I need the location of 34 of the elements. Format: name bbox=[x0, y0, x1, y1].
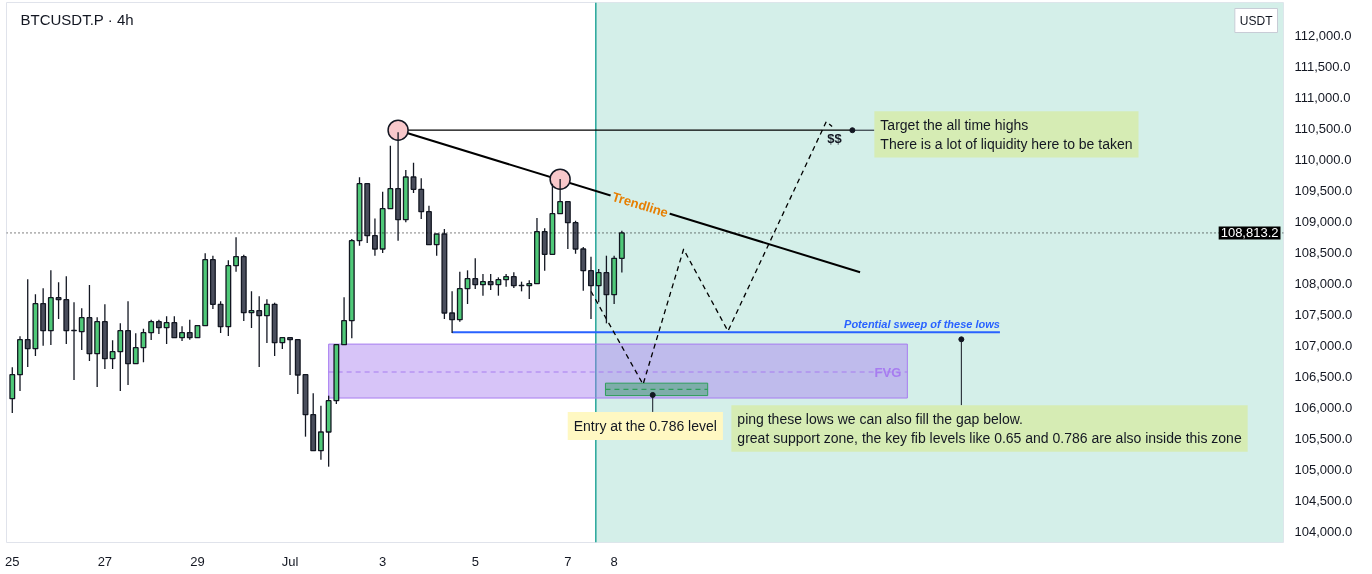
x-tick-label: 8 bbox=[610, 553, 618, 569]
y-axis-title: USDT bbox=[1239, 13, 1274, 28]
y-tick-label: 111,500.0 bbox=[1294, 58, 1351, 74]
annotation: $$ bbox=[827, 131, 843, 146]
y-tick-label: 108,000.0 bbox=[1294, 275, 1353, 291]
y-tick-label: 106,000.0 bbox=[1294, 399, 1353, 415]
y-tick-label: 107,000.0 bbox=[1294, 337, 1353, 353]
x-tick-label: Jul bbox=[281, 553, 299, 569]
x-tick-label: 7 bbox=[564, 553, 572, 569]
y-tick-label: 104,500.0 bbox=[1294, 492, 1353, 508]
y-tick-label: 110,500.0 bbox=[1294, 120, 1352, 136]
y-tick-label: 109,500.0 bbox=[1294, 182, 1353, 198]
y-tick-label: 105,000.0 bbox=[1294, 461, 1353, 477]
y-tick-label: 105,500.0 bbox=[1294, 430, 1353, 446]
x-tick-label: 25 bbox=[5, 553, 20, 569]
y-tick-label: 108,500.0 bbox=[1294, 244, 1353, 260]
y-tick-label: 110,000.0 bbox=[1294, 151, 1352, 167]
x-tick-label: 27 bbox=[97, 553, 113, 569]
series-label: Potential sweep of these lows bbox=[844, 318, 1000, 331]
annotation: Entry at the 0.786 level bbox=[573, 417, 717, 434]
y-tick-label: 106,500.0 bbox=[1294, 368, 1353, 384]
y-tick-label: 111,000.0 bbox=[1294, 89, 1351, 105]
x-tick-label: 29 bbox=[190, 553, 205, 569]
ref-line-label: 108,813.2 bbox=[1220, 225, 1279, 241]
y-tick-label: 107,500.0 bbox=[1294, 306, 1353, 322]
y-tick-label: 104,000.0 bbox=[1294, 523, 1353, 539]
x-tick-label: 3 bbox=[379, 553, 387, 569]
y-tick-label: 109,000.0 bbox=[1294, 213, 1353, 229]
series-label: FVG bbox=[874, 364, 902, 380]
annotation: ping these lows we can also fill the gap below. great support zone, the key fib levels like 0.65 and 0.786 are also inside this zone bbox=[737, 411, 1242, 446]
x-tick-label: 5 bbox=[471, 553, 479, 569]
y-tick-label: 112,000.0 bbox=[1294, 27, 1352, 43]
text: BTCUSDT.P · 4h bbox=[20, 10, 134, 28]
annotation: Target the all time highs There is a lot of liquidity here to be taken bbox=[880, 117, 1133, 152]
